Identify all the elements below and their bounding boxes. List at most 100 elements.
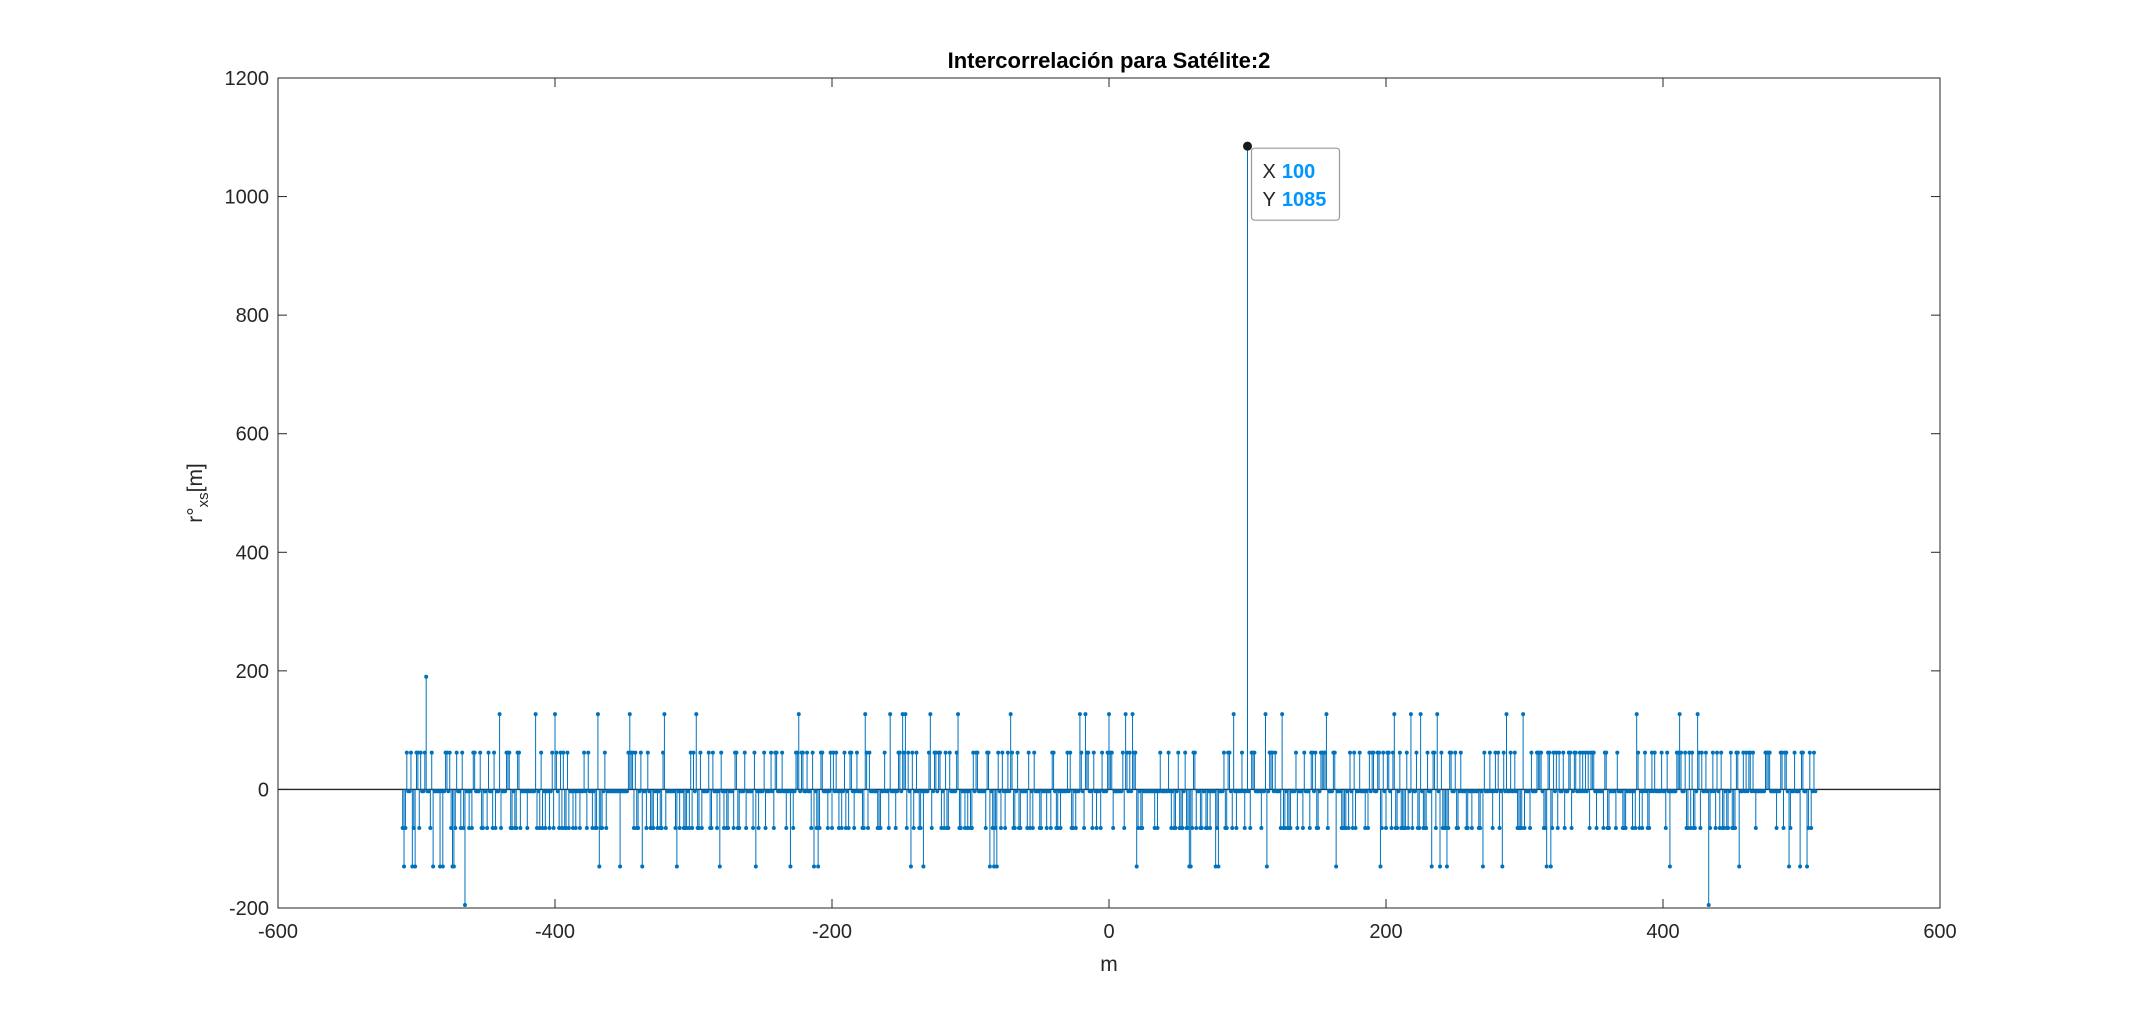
stem-point: [557, 825, 562, 830]
stem-point: [1751, 750, 1756, 755]
stem-point: [1381, 750, 1386, 755]
stem-point: [1547, 750, 1552, 755]
stem-point: [645, 750, 650, 755]
stem-point: [413, 864, 418, 869]
stem-point: [913, 789, 918, 794]
stem-point: [1104, 789, 1109, 794]
stem-point: [1762, 789, 1767, 794]
stem-point: [1753, 825, 1758, 830]
stem-point: [688, 750, 693, 755]
stem-point: [1000, 750, 1005, 755]
stem-point: [1248, 825, 1253, 830]
stem-point: [752, 750, 757, 755]
stem-point: [1570, 789, 1575, 794]
stem-point: [1444, 864, 1449, 869]
stem-point: [1792, 750, 1797, 755]
stem-point: [1216, 864, 1221, 869]
stem-point: [460, 750, 465, 755]
stem-point: [486, 750, 491, 755]
stem-series[interactable]: [400, 144, 1818, 908]
stem-point: [741, 789, 746, 794]
stem-point: [849, 750, 854, 755]
stem-point: [1273, 750, 1278, 755]
stem-point: [983, 825, 988, 830]
stem-point: [558, 750, 563, 755]
stem-point: [744, 825, 749, 830]
stem-point: [1014, 789, 1019, 794]
stem-point: [767, 789, 772, 794]
stem-point: [551, 825, 556, 830]
stem-point: [956, 712, 961, 717]
stem-point: [684, 825, 689, 830]
datatip-marker[interactable]: [1243, 141, 1252, 151]
stem-point: [1728, 750, 1733, 755]
stem-point: [1500, 864, 1505, 869]
stem-point: [1458, 750, 1463, 755]
stem-point: [1384, 825, 1388, 830]
stem-point: [410, 864, 415, 869]
stem-point: [1521, 712, 1526, 717]
stem-point: [953, 789, 958, 794]
stem-point: [1192, 750, 1197, 755]
stem-point: [1673, 789, 1678, 794]
stem-point: [998, 825, 1003, 830]
stem-point: [969, 825, 974, 830]
stem-point: [996, 750, 1001, 755]
stem-point: [533, 712, 538, 717]
stem-point: [1259, 825, 1264, 830]
stem-point: [886, 825, 891, 830]
x-tick-label: 200: [1369, 921, 1402, 943]
stem-point: [771, 825, 776, 830]
stem-point: [1055, 825, 1060, 830]
stem-point: [1568, 750, 1573, 755]
stem-point: [881, 789, 886, 794]
datatip[interactable]: X 100 Y 1085: [1243, 141, 1341, 221]
stem-point: [1111, 825, 1116, 830]
stem-point: [1188, 864, 1193, 869]
stem-point: [1136, 825, 1141, 830]
stem-point: [1404, 750, 1409, 755]
stem-point: [516, 750, 521, 755]
stem-point: [518, 825, 523, 830]
stem-point: [655, 825, 660, 830]
stem-point: [1392, 712, 1397, 717]
stem-point: [731, 825, 736, 830]
stem-point: [760, 789, 765, 794]
datatip-box[interactable]: [1250, 147, 1341, 221]
stem-point: [584, 825, 589, 830]
stem-point: [1604, 750, 1609, 755]
stem-point: [791, 825, 796, 830]
stem-point: [496, 789, 501, 794]
stem-point: [1544, 864, 1549, 869]
stem-point: [1787, 864, 1792, 869]
stem-point: [1690, 750, 1695, 755]
stem-point: [625, 789, 630, 794]
stem-point: [627, 712, 632, 717]
stem-point: [630, 750, 635, 755]
stem-point: [554, 750, 559, 755]
stem-point: [810, 750, 815, 755]
stem-point: [421, 789, 426, 794]
stem-point: [1194, 825, 1199, 830]
y-axis-label: r°xs[m]: [184, 463, 212, 523]
stem-point: [424, 674, 429, 679]
stem-point: [1266, 789, 1271, 794]
stem-point: [1451, 789, 1456, 794]
stem-point: [893, 825, 898, 830]
stem-point: [633, 750, 638, 755]
stem-point: [943, 750, 948, 755]
stem-point: [1307, 825, 1312, 830]
stem-point: [687, 825, 692, 830]
stem-point: [1677, 712, 1682, 717]
stem-point: [659, 825, 664, 830]
stem-point: [1487, 750, 1492, 755]
stem-point: [1158, 750, 1163, 755]
stem-point: [480, 825, 485, 830]
stem-point: [1465, 825, 1470, 830]
stem-point: [938, 750, 943, 755]
stem-point: [618, 864, 623, 869]
stem-point: [1109, 750, 1114, 755]
stem-point: [565, 750, 570, 755]
stem-point: [1634, 712, 1639, 717]
stem-point: [1699, 750, 1704, 755]
